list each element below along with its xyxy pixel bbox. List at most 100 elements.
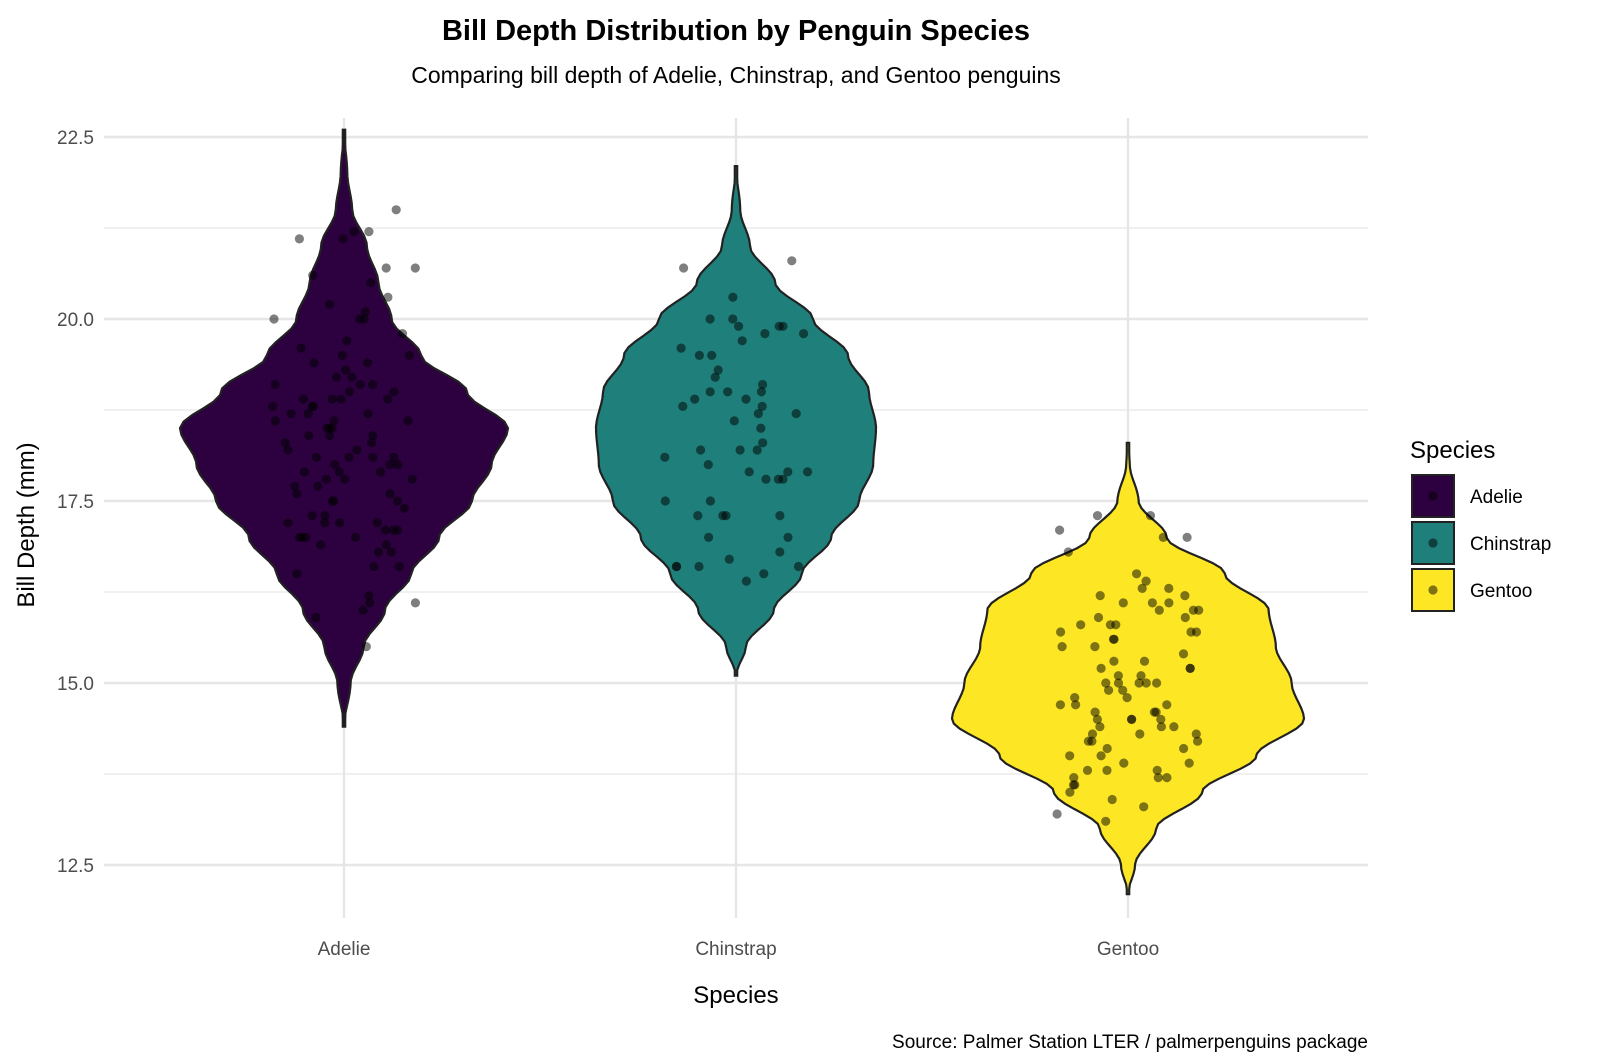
data-point-chinstrap <box>803 467 813 477</box>
data-point-chinstrap <box>756 387 767 397</box>
data-point-gentoo <box>1156 714 1166 725</box>
data-point-gentoo <box>1082 765 1093 776</box>
data-point-adelie <box>286 409 296 419</box>
data-point-chinstrap <box>721 510 731 521</box>
data-point-gentoo <box>1068 780 1079 790</box>
data-point-adelie <box>283 445 293 455</box>
data-point-adelie <box>383 292 393 302</box>
data-point-gentoo <box>1164 583 1174 594</box>
data-point-adelie <box>349 227 359 237</box>
data-point-chinstrap <box>728 292 738 302</box>
data-point-adelie <box>316 540 326 550</box>
data-point-adelie <box>280 438 290 448</box>
data-point-adelie <box>340 474 350 484</box>
data-point-gentoo <box>1107 794 1117 805</box>
data-point-gentoo <box>1135 729 1145 739</box>
data-point-chinstrap <box>705 387 715 397</box>
data-point-gentoo <box>1139 656 1150 666</box>
data-point-adelie <box>386 547 396 557</box>
data-point-gentoo <box>1178 649 1189 659</box>
data-point-adelie <box>330 460 340 470</box>
data-point-chinstrap <box>774 321 784 331</box>
data-point-chinstrap <box>693 510 703 521</box>
data-point-adelie <box>327 423 337 433</box>
jitter-points <box>268 205 1204 826</box>
data-point-chinstrap <box>728 314 738 324</box>
x-axis-ticks: Adelie Chinstrap Gentoo <box>318 939 1160 960</box>
data-point-chinstrap <box>775 547 785 557</box>
data-point-adelie <box>359 314 369 324</box>
y-tick-label: 20.0 <box>57 310 94 331</box>
data-point-gentoo <box>1093 612 1104 623</box>
data-point-gentoo <box>1180 612 1190 623</box>
data-point-chinstrap <box>724 554 734 564</box>
data-point-gentoo <box>1184 758 1194 768</box>
data-point-gentoo <box>1101 816 1111 826</box>
data-point-adelie <box>366 438 377 448</box>
data-point-chinstrap <box>660 496 670 506</box>
data-point-gentoo <box>1109 656 1119 666</box>
data-point-adelie <box>385 489 395 499</box>
data-point-gentoo <box>1065 787 1075 797</box>
data-point-adelie <box>329 496 339 506</box>
data-point-gentoo <box>1152 678 1162 688</box>
data-point-adelie <box>388 525 399 535</box>
data-point-gentoo <box>1194 605 1204 615</box>
data-point-chinstrap <box>758 438 768 448</box>
data-point-adelie <box>270 379 280 390</box>
data-point-gentoo <box>1052 809 1062 819</box>
data-point-adelie <box>313 481 323 491</box>
data-point-gentoo <box>1090 642 1100 652</box>
data-point-adelie <box>352 445 362 455</box>
data-point-adelie <box>303 409 313 419</box>
data-point-chinstrap <box>713 365 723 375</box>
data-point-gentoo <box>1191 729 1201 739</box>
data-point-chinstrap <box>723 387 733 397</box>
data-point-adelie <box>344 387 355 397</box>
data-point-adelie <box>361 642 371 652</box>
data-point-chinstrap <box>759 569 769 579</box>
data-point-chinstrap <box>703 460 713 470</box>
data-point-adelie <box>308 270 318 280</box>
data-point-gentoo <box>1102 743 1112 754</box>
data-point-chinstrap <box>791 409 801 419</box>
data-point-adelie <box>366 278 376 288</box>
data-point-adelie <box>410 598 420 608</box>
data-point-adelie <box>389 452 399 462</box>
data-point-chinstrap <box>705 314 715 324</box>
data-point-gentoo <box>1096 751 1106 761</box>
data-point-adelie <box>363 409 373 419</box>
data-point-adelie <box>404 350 414 360</box>
legend-point <box>1428 585 1438 595</box>
data-point-chinstrap <box>757 401 767 411</box>
data-point-chinstrap <box>741 576 752 586</box>
data-point-gentoo <box>1179 743 1189 754</box>
data-point-chinstrap <box>761 474 771 484</box>
data-point-gentoo <box>1108 634 1119 644</box>
data-point-adelie <box>283 518 293 528</box>
data-point-adelie <box>393 460 403 470</box>
data-point-adelie <box>368 452 378 462</box>
data-point-chinstrap <box>783 467 793 477</box>
data-point-gentoo <box>1164 598 1174 608</box>
violins <box>178 128 1306 896</box>
violin-adelie <box>178 128 510 728</box>
data-point-gentoo <box>1063 547 1073 557</box>
data-point-chinstrap <box>678 401 688 411</box>
data-point-gentoo <box>1096 663 1106 674</box>
data-point-adelie <box>358 605 368 615</box>
data-point-gentoo <box>1095 591 1105 601</box>
data-point-chinstrap <box>799 329 809 339</box>
data-point-chinstrap <box>704 532 714 543</box>
data-point-adelie <box>304 430 314 441</box>
data-point-gentoo <box>1169 722 1179 732</box>
data-point-chinstrap <box>737 336 747 346</box>
data-point-chinstrap <box>690 394 700 404</box>
legend-items: Adelie Chinstrap Gentoo <box>1411 474 1551 612</box>
data-point-adelie <box>372 518 382 528</box>
data-point-chinstrap <box>756 423 766 433</box>
data-point-adelie <box>268 401 278 411</box>
data-point-adelie <box>269 314 279 324</box>
data-point-adelie <box>347 372 357 382</box>
